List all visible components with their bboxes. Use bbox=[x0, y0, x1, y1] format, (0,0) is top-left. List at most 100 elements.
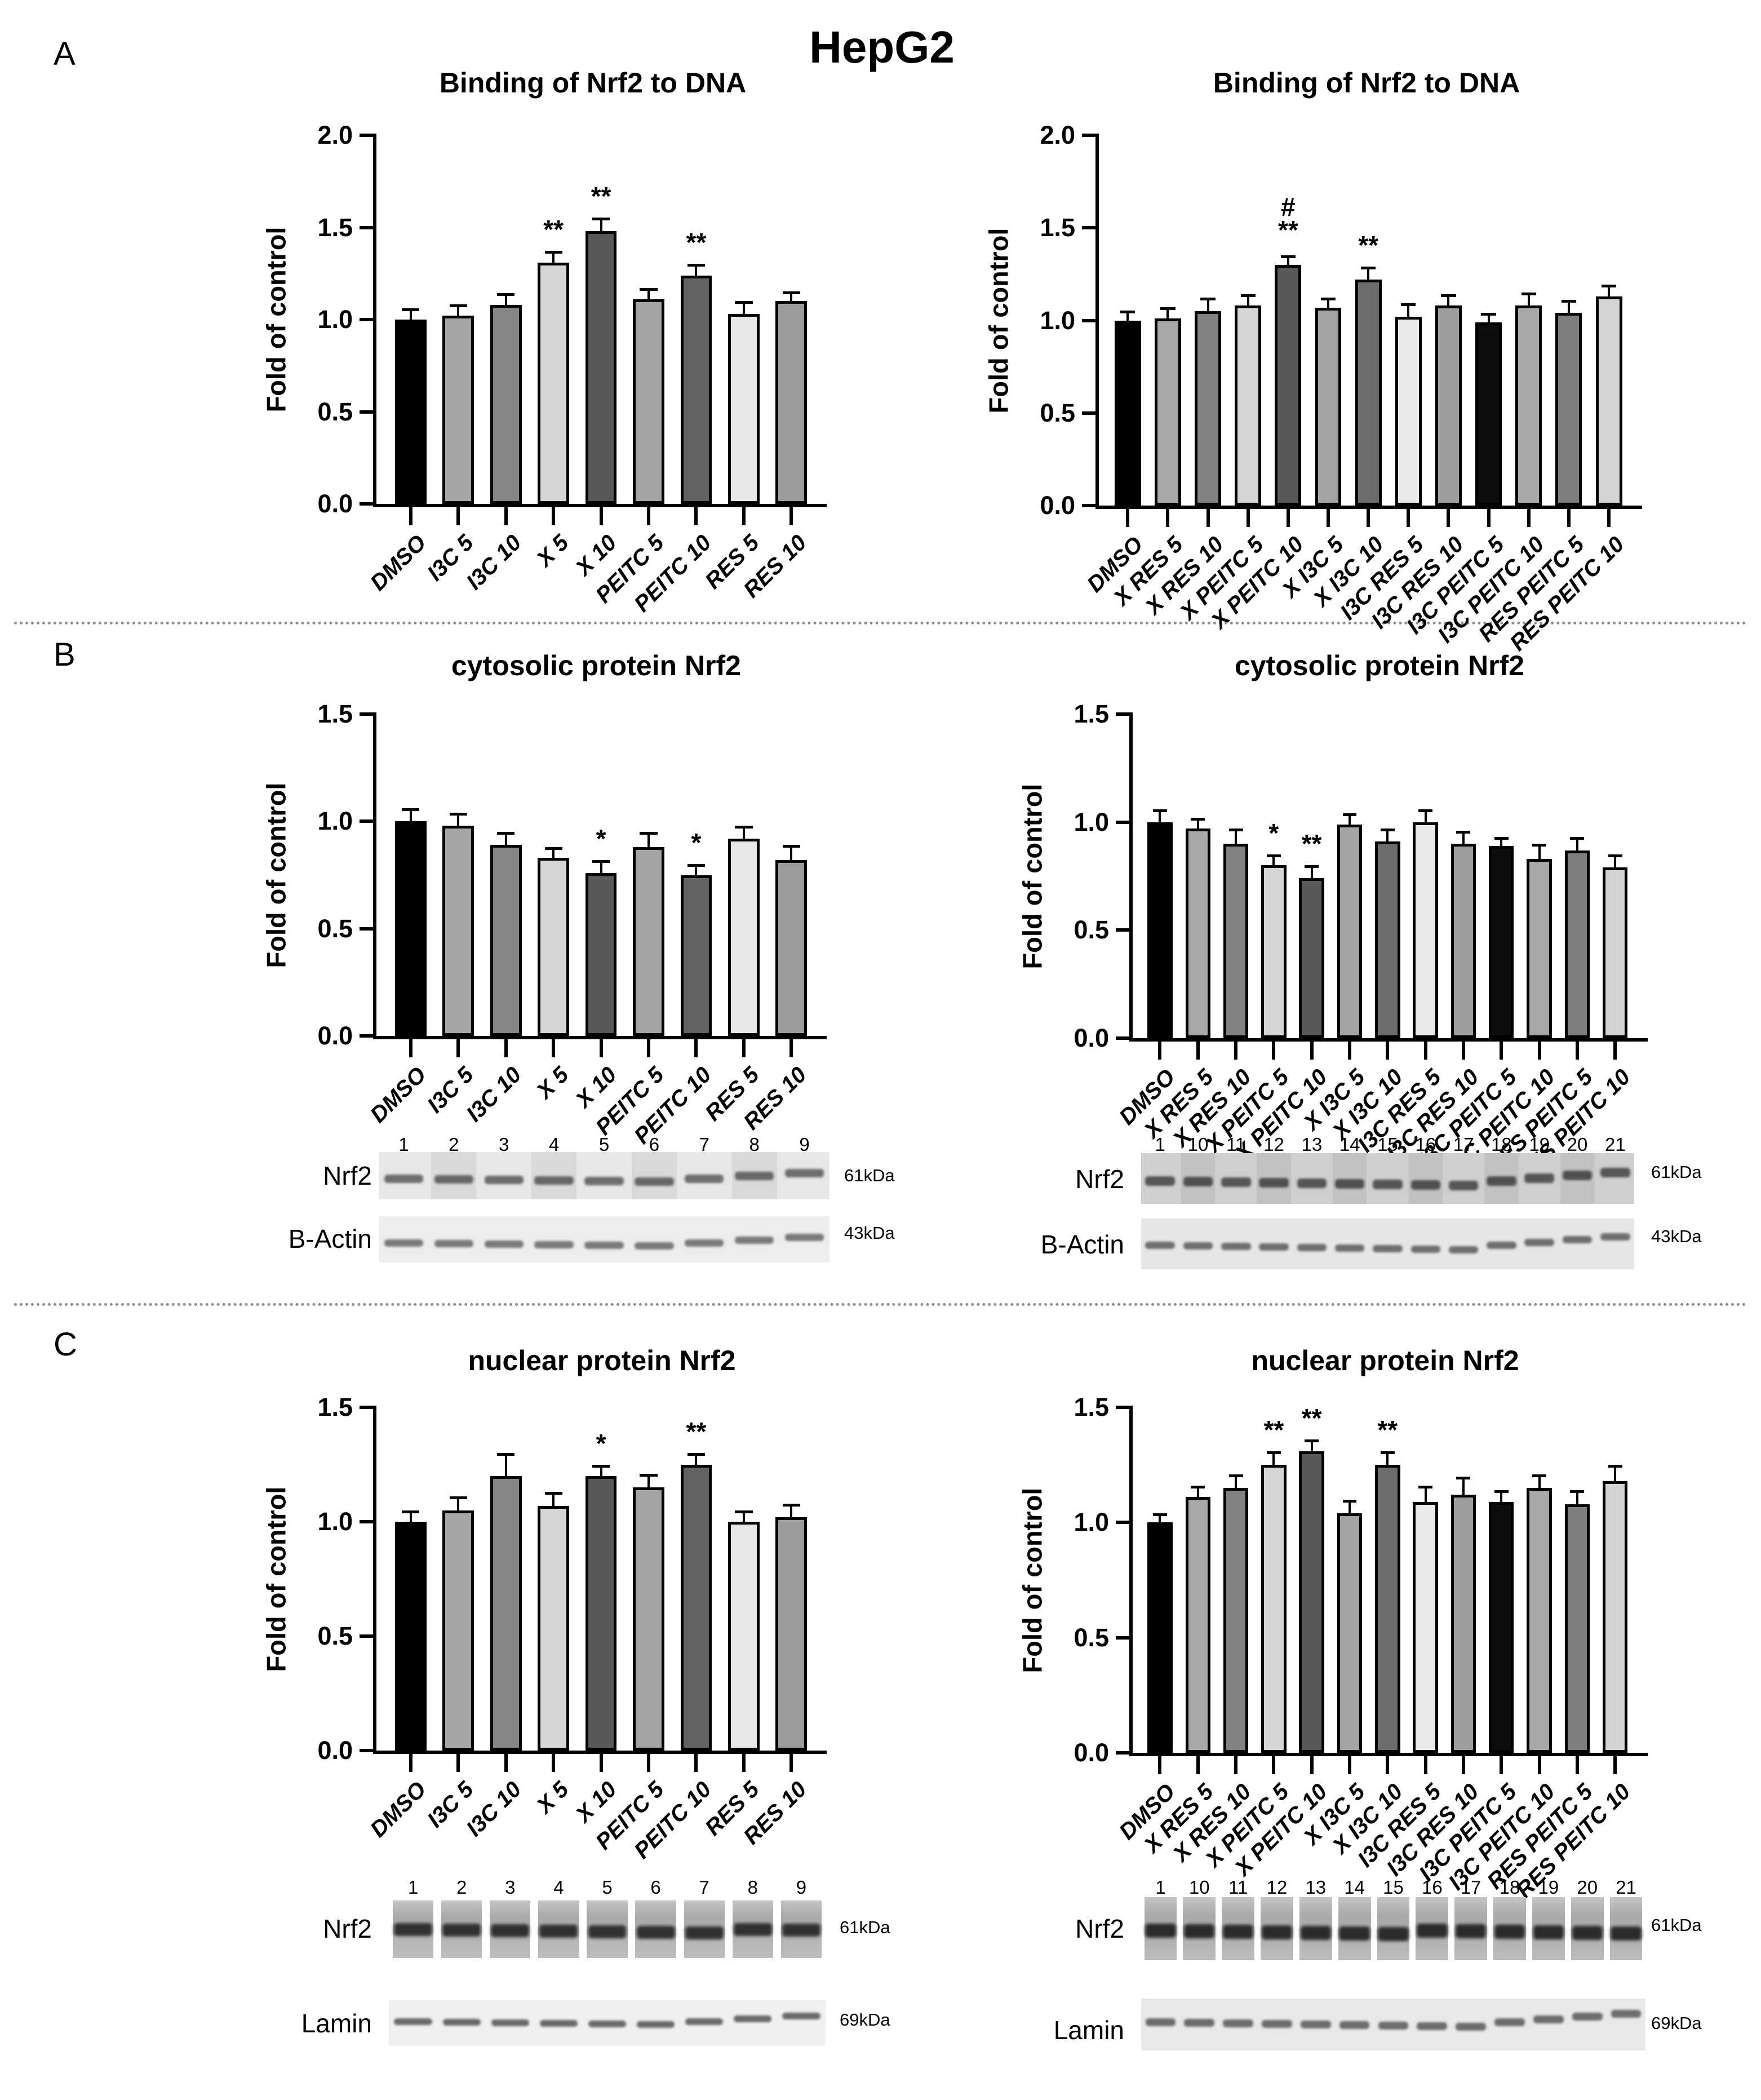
bar bbox=[1555, 313, 1582, 506]
panel-label-b: B bbox=[54, 636, 76, 673]
y-tick-label: 0.5 bbox=[317, 1621, 353, 1650]
error-bar-stem bbox=[600, 1467, 602, 1477]
blot-lane-number: 15 bbox=[1383, 1877, 1404, 1898]
bar bbox=[633, 299, 664, 504]
x-tick-mark bbox=[647, 507, 651, 525]
error-bar-cap bbox=[1380, 1451, 1395, 1454]
panel-label-a: A bbox=[54, 36, 76, 72]
x-tick-mark bbox=[552, 1754, 556, 1772]
protein-band bbox=[1145, 2018, 1176, 2026]
error-bar-cap bbox=[1191, 1486, 1205, 1489]
x-tick-mark bbox=[789, 1039, 793, 1057]
protein-band bbox=[635, 1177, 674, 1186]
x-tick-mark bbox=[552, 1039, 556, 1057]
y-tick-mark bbox=[1116, 1521, 1129, 1525]
bar bbox=[1337, 824, 1363, 1038]
error-bar-stem bbox=[1424, 811, 1427, 823]
bar bbox=[1527, 1488, 1552, 1753]
molecular-weight-label: 61kDa bbox=[1651, 1162, 1702, 1182]
bar bbox=[1195, 311, 1221, 506]
x-axis-line bbox=[373, 1751, 827, 1754]
error-bar-stem bbox=[1196, 819, 1199, 830]
x-tick-mark bbox=[742, 507, 746, 525]
x-tick-mark bbox=[1367, 509, 1370, 527]
protein-band bbox=[1456, 1924, 1487, 1939]
y-tick-label: 0.0 bbox=[1074, 1024, 1109, 1052]
error-bar-stem bbox=[1126, 313, 1129, 322]
x-tick-mark bbox=[1447, 509, 1451, 527]
chart-title: nuclear protein Nrf2 bbox=[468, 1345, 736, 1376]
bar bbox=[728, 314, 760, 504]
bar bbox=[585, 1476, 617, 1751]
molecular-weight-label: 61kDa bbox=[840, 1917, 890, 1937]
error-bar-stem bbox=[1166, 309, 1169, 320]
y-tick-mark bbox=[360, 1406, 373, 1409]
blot-lane-number: 4 bbox=[548, 1134, 560, 1155]
protein-band bbox=[782, 1923, 820, 1937]
protein-band bbox=[534, 1241, 574, 1249]
protein-band bbox=[1448, 1246, 1479, 1253]
protein-band bbox=[1262, 2019, 1292, 2028]
x-tick-mark bbox=[1423, 1756, 1427, 1774]
protein-band bbox=[1572, 1926, 1603, 1940]
molecular-weight-label: 61kDa bbox=[1651, 1915, 1702, 1935]
x-tick-mark bbox=[789, 1754, 793, 1772]
blot-lane-number: 19 bbox=[1529, 1134, 1550, 1155]
protein-band bbox=[1145, 1924, 1176, 1938]
error-bar-cap bbox=[1494, 1490, 1509, 1494]
error-bar-cap bbox=[640, 832, 658, 835]
chart-title: nuclear protein Nrf2 bbox=[1251, 1345, 1519, 1376]
protein-band bbox=[1221, 1243, 1251, 1250]
error-bar-stem bbox=[1272, 857, 1275, 867]
error-bar-stem bbox=[1287, 257, 1289, 266]
x-tick-mark bbox=[1196, 1756, 1200, 1774]
blot-lane-number: 20 bbox=[1577, 1877, 1598, 1898]
protein-band bbox=[484, 1175, 524, 1184]
x-tick-mark bbox=[456, 1039, 460, 1057]
significance-marker: # ** bbox=[1277, 192, 1298, 245]
x-tick-mark bbox=[1386, 1756, 1390, 1774]
protein-band bbox=[1487, 1242, 1516, 1249]
y-tick-mark bbox=[360, 819, 373, 823]
protein-band bbox=[685, 1926, 724, 1939]
x-tick-mark bbox=[1126, 509, 1130, 527]
error-bar-cap bbox=[544, 1492, 562, 1495]
lane-smear bbox=[1332, 1153, 1367, 1204]
error-bar-cap bbox=[1153, 1513, 1167, 1517]
error-bar-stem bbox=[790, 847, 793, 861]
protein-band bbox=[1378, 1927, 1409, 1942]
x-tick-mark bbox=[1500, 1042, 1503, 1060]
x-tick-mark bbox=[1272, 1756, 1276, 1774]
bar bbox=[394, 1522, 427, 1751]
protein-band bbox=[442, 2018, 481, 2026]
bar bbox=[1375, 841, 1400, 1038]
error-bar-cap bbox=[1280, 255, 1296, 258]
protein-band bbox=[1410, 1180, 1441, 1190]
error-bar-cap bbox=[1521, 292, 1536, 295]
bar bbox=[1451, 844, 1476, 1038]
blot-lane-number: 14 bbox=[1339, 1134, 1360, 1155]
blot-lane-number: 5 bbox=[598, 1134, 610, 1155]
protein-band bbox=[588, 2020, 627, 2027]
protein-band bbox=[1410, 1246, 1441, 1253]
y-tick-mark bbox=[360, 1634, 373, 1638]
error-bar-cap bbox=[782, 1503, 800, 1507]
error-bar-stem bbox=[457, 1499, 460, 1512]
protein-band bbox=[1562, 1171, 1593, 1180]
blot-lane-number: 3 bbox=[505, 1877, 516, 1898]
bar bbox=[633, 1487, 664, 1751]
protein-band bbox=[1417, 2022, 1448, 2030]
y-tick-label: 1.0 bbox=[317, 305, 353, 334]
blot-row-label: Nrf2 bbox=[1075, 1914, 1124, 1943]
x-tick-mark bbox=[1575, 1756, 1579, 1774]
error-bar-stem bbox=[695, 1455, 698, 1466]
error-bar-cap bbox=[1342, 1499, 1357, 1503]
error-bar-stem bbox=[1614, 857, 1617, 869]
x-tick-mark bbox=[742, 1754, 746, 1772]
y-tick-mark bbox=[360, 1520, 373, 1523]
significance-marker: ** bbox=[1263, 1415, 1284, 1445]
protein-band bbox=[534, 1176, 574, 1185]
y-tick-label: 1.5 bbox=[1074, 699, 1109, 728]
protein-band bbox=[434, 1175, 473, 1184]
